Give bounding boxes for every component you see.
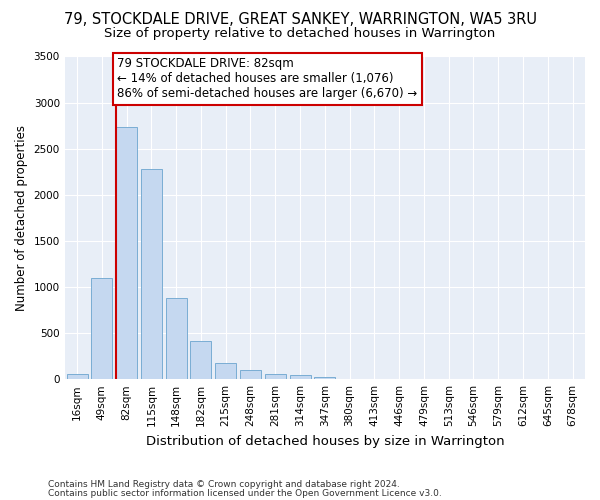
Bar	[116, 128, 137, 379]
Bar	[215, 363, 236, 379]
Text: 79, STOCKDALE DRIVE, GREAT SANKEY, WARRINGTON, WA5 3RU: 79, STOCKDALE DRIVE, GREAT SANKEY, WARRI…	[64, 12, 536, 28]
Text: Contains HM Land Registry data © Crown copyright and database right 2024.: Contains HM Land Registry data © Crown c…	[48, 480, 400, 489]
Bar	[67, 374, 88, 379]
Text: Size of property relative to detached houses in Warrington: Size of property relative to detached ho…	[104, 28, 496, 40]
X-axis label: Distribution of detached houses by size in Warrington: Distribution of detached houses by size …	[146, 434, 504, 448]
Bar	[314, 377, 335, 379]
Bar	[166, 298, 187, 379]
Bar	[190, 341, 211, 379]
Text: Contains public sector information licensed under the Open Government Licence v3: Contains public sector information licen…	[48, 488, 442, 498]
Bar	[240, 370, 261, 379]
Bar	[141, 169, 162, 379]
Bar	[290, 375, 311, 379]
Text: 79 STOCKDALE DRIVE: 82sqm
← 14% of detached houses are smaller (1,076)
86% of se: 79 STOCKDALE DRIVE: 82sqm ← 14% of detac…	[117, 58, 418, 100]
Bar	[91, 278, 112, 379]
Bar	[265, 374, 286, 379]
Y-axis label: Number of detached properties: Number of detached properties	[15, 125, 28, 311]
